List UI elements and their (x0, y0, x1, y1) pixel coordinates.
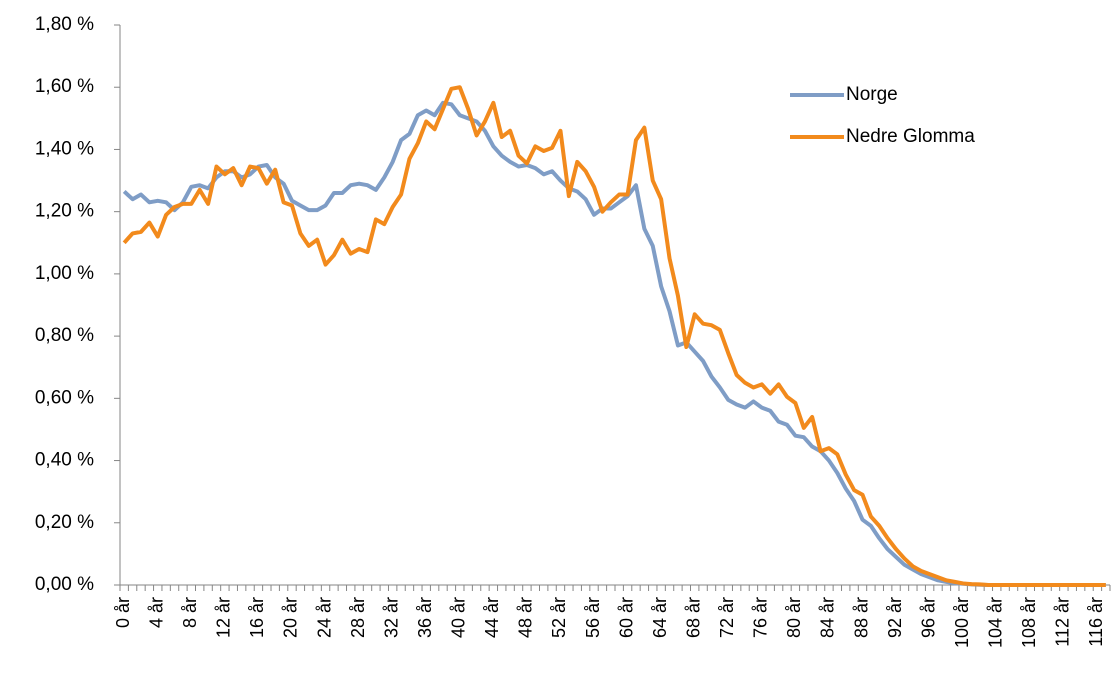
x-tick-label: 52 år (549, 597, 569, 638)
x-tick-label: 76 år (751, 597, 771, 638)
x-tick-label: 32 år (381, 597, 401, 638)
x-tick-label: 36 år (415, 597, 435, 638)
legend-label: Norge (846, 84, 898, 105)
y-tick-label: 0,80 % (35, 325, 94, 346)
x-tick-label: 60 år (616, 597, 636, 638)
x-tick-label: 12 år (214, 597, 234, 638)
y-tick-label: 0,20 % (35, 512, 94, 533)
x-tick-label: 80 år (784, 597, 804, 638)
x-tick-label: 84 år (818, 597, 838, 638)
x-tick-label: 116 år (1086, 597, 1106, 647)
series-line (122, 100, 1106, 587)
x-tick-label: 0 år (113, 597, 133, 628)
x-tick-label: 104 år (985, 597, 1005, 648)
x-tick-label: 100 år (952, 597, 972, 648)
x-tick-label: 88 år (851, 597, 871, 638)
x-tick-label: 4 år (147, 597, 167, 628)
x-tick-label: 92 år (885, 597, 905, 638)
y-tick-label: 1,20 % (35, 201, 94, 222)
series-line (122, 85, 1106, 587)
x-tick-label: 16 år (247, 597, 267, 638)
x-tick-label: 20 år (281, 597, 301, 638)
y-tick-label: 0,00 % (35, 574, 94, 595)
x-tick-label: 112 år (1053, 597, 1073, 647)
y-tick-label: 1,60 % (35, 76, 94, 97)
x-tick-label: 44 år (482, 597, 502, 638)
x-tick-label: 108 år (1019, 597, 1039, 648)
x-tick-label: 28 år (348, 597, 368, 638)
x-tick-label: 8 år (180, 597, 200, 628)
x-tick-label: 56 år (583, 597, 603, 638)
legend-label: Nedre Glomma (846, 126, 975, 147)
x-tick-label: 48 år (516, 597, 536, 638)
y-tick-label: 1,80 % (35, 14, 94, 35)
x-tick-label: 96 år (918, 597, 938, 638)
y-tick-label: 0,60 % (35, 387, 94, 408)
x-tick-label: 24 år (314, 597, 334, 638)
x-tick-label: 68 år (683, 597, 703, 638)
x-tick-label: 40 år (449, 597, 469, 638)
x-tick-label: 64 år (650, 597, 670, 638)
y-tick-label: 0,40 % (35, 450, 94, 471)
y-tick-label: 1,00 % (35, 263, 94, 284)
x-tick-label: 72 år (717, 597, 737, 638)
y-tick-label: 1,40 % (35, 138, 94, 159)
